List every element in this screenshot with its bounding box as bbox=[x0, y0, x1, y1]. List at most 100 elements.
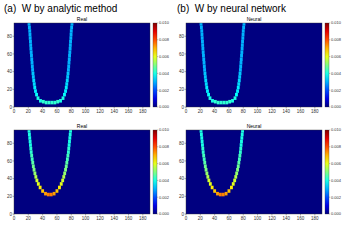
heatmap-cell bbox=[201, 33, 204, 37]
heatmap-cell bbox=[69, 43, 72, 47]
y-tick bbox=[13, 160, 15, 161]
y-tick bbox=[13, 36, 15, 37]
y-tick bbox=[185, 53, 187, 54]
heatmap-cell bbox=[51, 101, 54, 105]
y-tick bbox=[185, 107, 187, 108]
cells bbox=[200, 23, 246, 104]
heatmap-cell bbox=[29, 143, 32, 147]
x-tick-label: 80 bbox=[241, 216, 247, 221]
heatmap-cell bbox=[29, 33, 32, 37]
heatmap-cell bbox=[237, 82, 240, 86]
x-tick-label: 140 bbox=[282, 109, 290, 114]
heatmap-cell bbox=[65, 161, 68, 165]
heatmap-cell bbox=[67, 147, 70, 151]
heatmap-cell bbox=[29, 140, 32, 144]
x-tick-label: 20 bbox=[26, 109, 32, 114]
y-tick bbox=[13, 143, 15, 144]
y-tick-label: 40 bbox=[179, 69, 185, 74]
heatmap-cell bbox=[62, 175, 65, 179]
colorbar-tick-label: 0.006 bbox=[331, 161, 342, 166]
heatmap-cell bbox=[231, 99, 234, 103]
x-tick-label: 20 bbox=[198, 216, 204, 221]
heatmap-cell bbox=[35, 179, 38, 183]
panel-heading: (b) W by neural network bbox=[177, 3, 287, 14]
colorbar-tick-label: 0.006 bbox=[331, 54, 342, 59]
heatmap-cell bbox=[31, 68, 34, 72]
x-tick-label: 100 bbox=[82, 216, 90, 221]
x-tick-label: 80 bbox=[241, 109, 247, 114]
heatmap-cell bbox=[67, 72, 70, 76]
heatmap-cell bbox=[66, 157, 69, 161]
heatmap-cell bbox=[50, 193, 53, 197]
x-tick-label: 40 bbox=[212, 109, 218, 114]
heatmap-cell bbox=[65, 82, 68, 86]
y-tick-label: 20 bbox=[7, 194, 13, 199]
x-tick-label: 180 bbox=[139, 216, 147, 221]
heatmap-cell bbox=[241, 36, 244, 40]
x-tick-label: 20 bbox=[26, 216, 32, 221]
heatmap-cell bbox=[53, 192, 56, 196]
heatmap-cell bbox=[237, 161, 240, 165]
heatmap-cell bbox=[34, 89, 37, 93]
heatmap-cell bbox=[29, 47, 32, 51]
x-tick-label: 120 bbox=[268, 109, 276, 114]
heatmap-cell bbox=[238, 75, 241, 79]
heatmap-cell bbox=[29, 40, 32, 44]
heatmap-cell bbox=[236, 89, 239, 93]
heatmap-cell bbox=[234, 175, 237, 179]
heatmap-cell bbox=[206, 89, 209, 93]
heatmap-cell bbox=[68, 50, 71, 54]
heatmap-cell bbox=[240, 50, 243, 54]
heatmap-cell bbox=[31, 157, 34, 161]
heatmap-cell bbox=[239, 150, 242, 154]
heatmap-cell bbox=[68, 61, 71, 65]
colorbar-tick-label: 0.004 bbox=[331, 178, 342, 183]
y-tick bbox=[13, 178, 15, 179]
colorbar-tick-label: 0.010 bbox=[159, 20, 170, 25]
y-tick-label: 80 bbox=[179, 141, 185, 146]
heatmap-panel: Real0204060801001201401601800204060800.0… bbox=[7, 123, 170, 221]
heatmap-cell bbox=[201, 143, 204, 147]
heatmap-cell bbox=[48, 101, 51, 105]
y-tick-label: 0 bbox=[181, 212, 184, 217]
heatmap-cell bbox=[234, 96, 237, 100]
heatmap-cell bbox=[39, 186, 42, 190]
heatmap-cell bbox=[217, 101, 220, 105]
heatmap-cell bbox=[202, 57, 205, 61]
heatmap-cell bbox=[37, 182, 40, 186]
colorbar bbox=[153, 23, 157, 107]
heatmap-cell bbox=[205, 82, 208, 86]
panel-heading: (a) W by analytic method bbox=[4, 3, 117, 14]
x-tick-label: 40 bbox=[212, 216, 218, 221]
y-tick bbox=[185, 196, 187, 197]
heatmap-cell bbox=[235, 172, 238, 176]
heatmap-cell bbox=[232, 182, 235, 186]
colorbar-tick-label: 0.008 bbox=[331, 144, 342, 149]
heatmap-cell bbox=[200, 133, 203, 137]
colorbar-tick-label: 0.008 bbox=[159, 37, 170, 42]
heatmap-cell bbox=[201, 43, 204, 47]
heatmap-cell bbox=[69, 47, 72, 51]
x-tick-label: 100 bbox=[254, 216, 262, 221]
heatmap-panel: Neural0204060801001201401601800204060800… bbox=[179, 123, 342, 221]
y-tick-label: 80 bbox=[7, 141, 13, 146]
heatmap-cell bbox=[68, 140, 71, 144]
heatmap-cell bbox=[62, 96, 65, 100]
y-tick bbox=[185, 89, 187, 90]
heatmap-cell bbox=[65, 164, 68, 168]
heatmap-cell bbox=[67, 68, 70, 72]
x-tick-label: 0 bbox=[13, 109, 16, 114]
heatmap-cell bbox=[47, 193, 50, 197]
heatmap-cell bbox=[56, 189, 59, 193]
heatmap-cell bbox=[39, 99, 42, 103]
heatmap-cell bbox=[243, 23, 246, 26]
x-tick-label: 80 bbox=[69, 109, 75, 114]
heatmap-cell bbox=[203, 61, 206, 65]
heatmap-cell bbox=[32, 79, 35, 83]
x-tick-label: 120 bbox=[96, 109, 104, 114]
heatmap-cell bbox=[69, 40, 72, 44]
y-tick bbox=[13, 214, 15, 215]
heatmap-cell bbox=[204, 79, 207, 83]
x-tick-label: 100 bbox=[254, 109, 262, 114]
heatmap-cell bbox=[211, 99, 214, 103]
